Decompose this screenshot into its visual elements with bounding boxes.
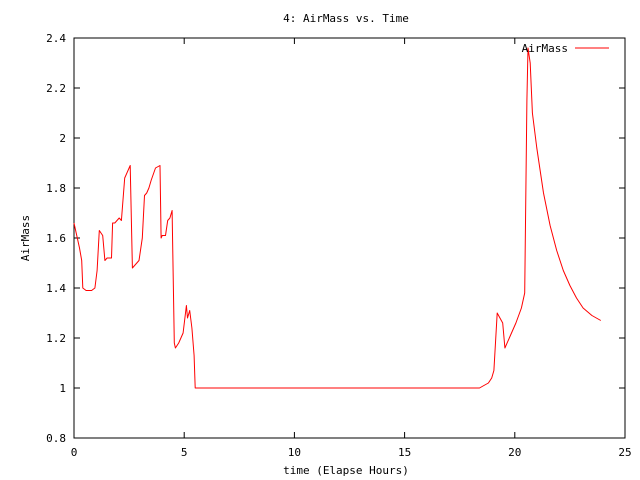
x-tick-label: 15 — [398, 446, 411, 459]
y-axis-label: AirMass — [19, 215, 32, 261]
y-tick-label: 1.2 — [46, 332, 66, 345]
x-tick-label: 25 — [618, 446, 631, 459]
y-tick-label: 2.2 — [46, 82, 66, 95]
x-tick-label: 0 — [71, 446, 78, 459]
x-axis-label: time (Elapse Hours) — [283, 464, 409, 477]
chart-title: 4: AirMass vs. Time — [283, 12, 409, 25]
y-tick-label: 2 — [59, 132, 66, 145]
axis-tick-labels: 0.8 1 1.2 1.4 1.6 1.8 2 2.2 2.4 0 5 10 15 20 25 — [46, 32, 632, 459]
y-tick-label: 0.8 — [46, 432, 66, 445]
series-layer — [73, 47, 602, 389]
y-tick-label: 2.4 — [46, 32, 66, 45]
x-tick-label: 5 — [181, 446, 188, 459]
legend-label: AirMass — [522, 42, 568, 55]
series-line-airmass — [73, 47, 602, 389]
x-tick-label: 10 — [288, 446, 301, 459]
axis-ticks — [73, 37, 626, 439]
legend: AirMass — [522, 42, 609, 55]
y-tick-label: 1.4 — [46, 282, 66, 295]
x-tick-label: 20 — [508, 446, 521, 459]
y-tick-label: 1.8 — [46, 182, 66, 195]
y-tick-label: 1.6 — [46, 232, 66, 245]
y-tick-label: 1 — [59, 382, 66, 395]
